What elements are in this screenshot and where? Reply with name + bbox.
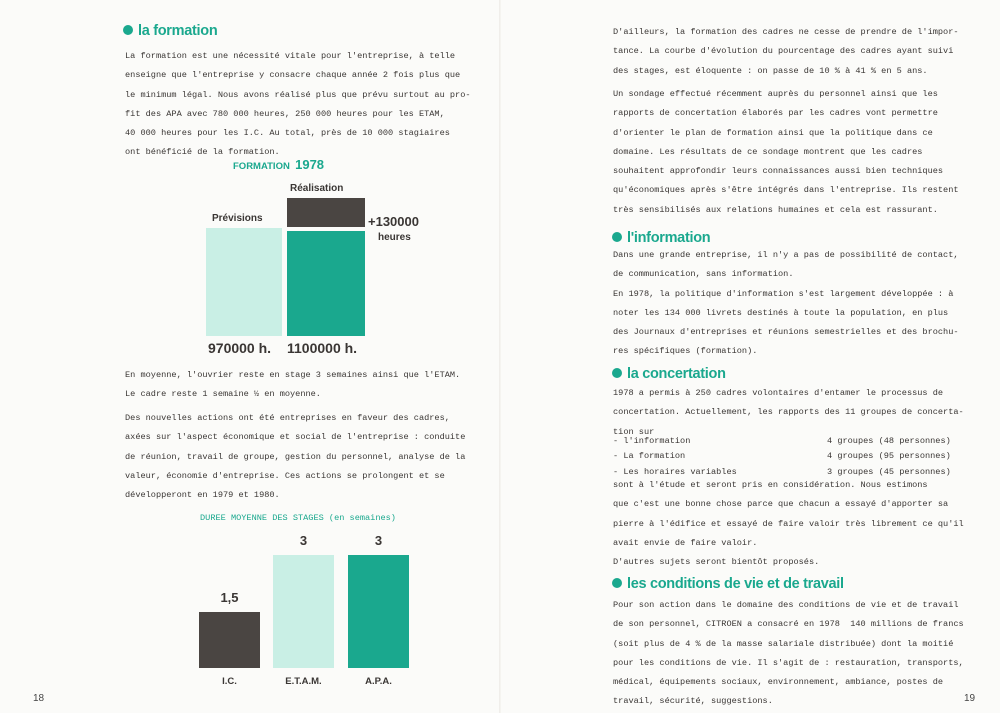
bar-1 <box>273 555 334 668</box>
text-line: de communication, sans information. <box>613 269 794 280</box>
concertation-intro: 1978 a permis à 250 cadres volontaires d… <box>613 384 964 442</box>
text-line: ont bénéficié de la formation. <box>125 147 280 158</box>
text-line: des stages, est éloquente : on passe de … <box>613 65 928 76</box>
text-line: La formation est une nécessité vitale po… <box>125 51 456 61</box>
heading-text: les conditions de vie et de travail <box>627 576 844 592</box>
cadres-paragraph: D'ailleurs, la formation des cadres ne c… <box>613 23 959 81</box>
text-line: Des nouvelles actions ont été entreprise… <box>125 413 450 423</box>
text-line: très sensibilisés aux relations humaines… <box>613 204 938 215</box>
text-line: Un sondage effectué récemment auprès du … <box>613 89 938 99</box>
text-line: avait envie de faire valoir. <box>613 537 758 548</box>
bullet-dot-icon <box>612 578 622 588</box>
value-label: 3 <box>299 533 308 548</box>
value-label: 3 <box>374 533 383 548</box>
text-line: travail, sécurité, suggestions. <box>613 696 773 707</box>
bar-2 <box>348 555 409 668</box>
heading-concertation: la concertation <box>612 366 726 382</box>
category-label: A.P.A. <box>365 676 392 687</box>
heading-text: l'information <box>627 230 711 246</box>
text-line: sont à l'étude et seront pris en considé… <box>613 480 928 490</box>
group-count: 4 groupes (95 personnes) <box>827 451 951 462</box>
heading-text: la formation <box>138 23 218 39</box>
group-topic: - Les horaires variables <box>613 466 737 477</box>
text-line: médical, équipements sociaux, environnem… <box>613 677 944 688</box>
text-line: le minimum légal. Nous avons réalisé plu… <box>125 89 471 100</box>
bar-realisation-increase <box>287 198 365 227</box>
group-count: 4 groupes (48 personnes) <box>827 436 951 446</box>
increase-unit-label: heures <box>378 232 411 243</box>
text-line: que c'est une bonne chose parce que chac… <box>613 499 949 510</box>
text-line: D'ailleurs, la formation des cadres ne c… <box>613 27 959 37</box>
text-line: tance. La courbe d'évolution du pourcent… <box>613 46 954 57</box>
bullet-dot-icon <box>123 25 133 35</box>
text-line: pour les conditions de vie. Il s'agit de… <box>613 657 964 668</box>
heading-conditions: les conditions de vie et de travail <box>612 576 844 592</box>
conditions-paragraph: Pour son action dans le domaine des cond… <box>613 596 964 712</box>
text-line: souhaitent approfondir leurs connaissanc… <box>613 166 944 177</box>
heading-text: la concertation <box>627 366 726 382</box>
bar-previsions <box>206 228 282 336</box>
text-line: D'autres sujets seront bientôt proposés. <box>613 557 820 568</box>
text-line: qu'économiques après s'être intégrés dan… <box>613 185 959 196</box>
text-line: axées sur l'aspect économique et social … <box>125 432 466 443</box>
text-line: fit des APA avec 780 000 heures, 250 000… <box>125 108 445 119</box>
text-line: rapports de concertation élaborés par le… <box>613 108 938 119</box>
text-line: noter les 134 000 livrets destinés à tou… <box>613 307 949 318</box>
text-line: de réunion, travail de groupe, gestion d… <box>125 451 466 462</box>
information-paragraph: Dans une grande entreprise, il n'y a pas… <box>613 246 959 362</box>
page-number-right: 19 <box>964 693 976 704</box>
text-line: 1978 a permis à 250 cadres volontaires d… <box>613 388 944 398</box>
formation-paragraph: La formation est une nécessité vitale po… <box>125 47 471 163</box>
text-line: pierre à l'édifice et essayé de faire va… <box>613 518 964 529</box>
text-line: valeur, économie d'entreprise. Ces actio… <box>125 470 445 481</box>
concertation-outro: sont à l'étude et seront pris en considé… <box>613 476 964 572</box>
text-line: En moyenne, l'ouvrier reste en stage 3 s… <box>125 370 461 380</box>
text-line: res spécifiques (formation). <box>613 346 758 357</box>
text-line: Le cadre reste 1 semaine ½ en moyenne. <box>125 389 321 400</box>
bullet-dot-icon <box>612 368 622 378</box>
heading-information: l'information <box>612 230 711 246</box>
text-line: (soit plus de 4 % de la masse salariale … <box>613 638 954 649</box>
page-spine <box>499 0 501 713</box>
text-line: 40 000 heures pour les I.C. Au total, pr… <box>125 128 450 139</box>
text-line: En 1978, la politique d'information s'es… <box>613 288 954 299</box>
new-actions-paragraph: Des nouvelles actions ont été entreprise… <box>125 409 465 505</box>
value-label-previsions: 970000 h. <box>208 340 272 356</box>
category-label-previsions: Prévisions <box>212 213 263 224</box>
text-line: d'orienter le plan de formation ainsi qu… <box>613 127 933 138</box>
category-label: I.C. <box>222 676 237 687</box>
increase-value-label: +130000 <box>368 214 419 229</box>
text-line: développeront en 1979 et 1980. <box>125 490 280 501</box>
text-line: domaine. Les résultats de ce sondage mon… <box>613 146 923 157</box>
text-line: des Journaux d'entreprises et réunions s… <box>613 327 959 338</box>
chart-title: FORMATION 1978 <box>233 157 325 172</box>
value-label: 1,5 <box>220 589 239 605</box>
text-line: Pour son action dans le domaine des cond… <box>613 600 959 610</box>
text-line: de son personnel, CITROEN a consacré en … <box>613 619 964 630</box>
text-line: tion sur <box>613 426 655 437</box>
text-line: concertation. Actuellement, les rapports… <box>613 407 964 418</box>
text-line: enseigne que l'entreprise y consacre cha… <box>125 70 461 81</box>
category-label: E.T.A.M. <box>285 676 322 687</box>
sondage-paragraph: Un sondage effectué récemment auprès du … <box>613 85 959 220</box>
bar-0 <box>199 611 260 668</box>
page-number-left: 18 <box>33 693 45 704</box>
value-label-realisation: 1100000 h. <box>287 340 358 356</box>
average-paragraph: En moyenne, l'ouvrier reste en stage 3 s… <box>125 366 460 405</box>
group-topic: - l'information <box>613 436 691 446</box>
text-line: Dans une grande entreprise, il n'y a pas… <box>613 250 959 260</box>
group-topic: - La formation <box>613 451 686 462</box>
chart-title: DUREE MOYENNE DES STAGES (en semaines) <box>200 513 396 523</box>
heading-formation: la formation <box>123 23 218 39</box>
bullet-dot-icon <box>612 232 622 242</box>
category-label-realisation: Réalisation <box>290 183 344 194</box>
bar-realisation-base <box>287 231 365 336</box>
group-count: 3 groupes (45 personnes) <box>827 466 951 477</box>
